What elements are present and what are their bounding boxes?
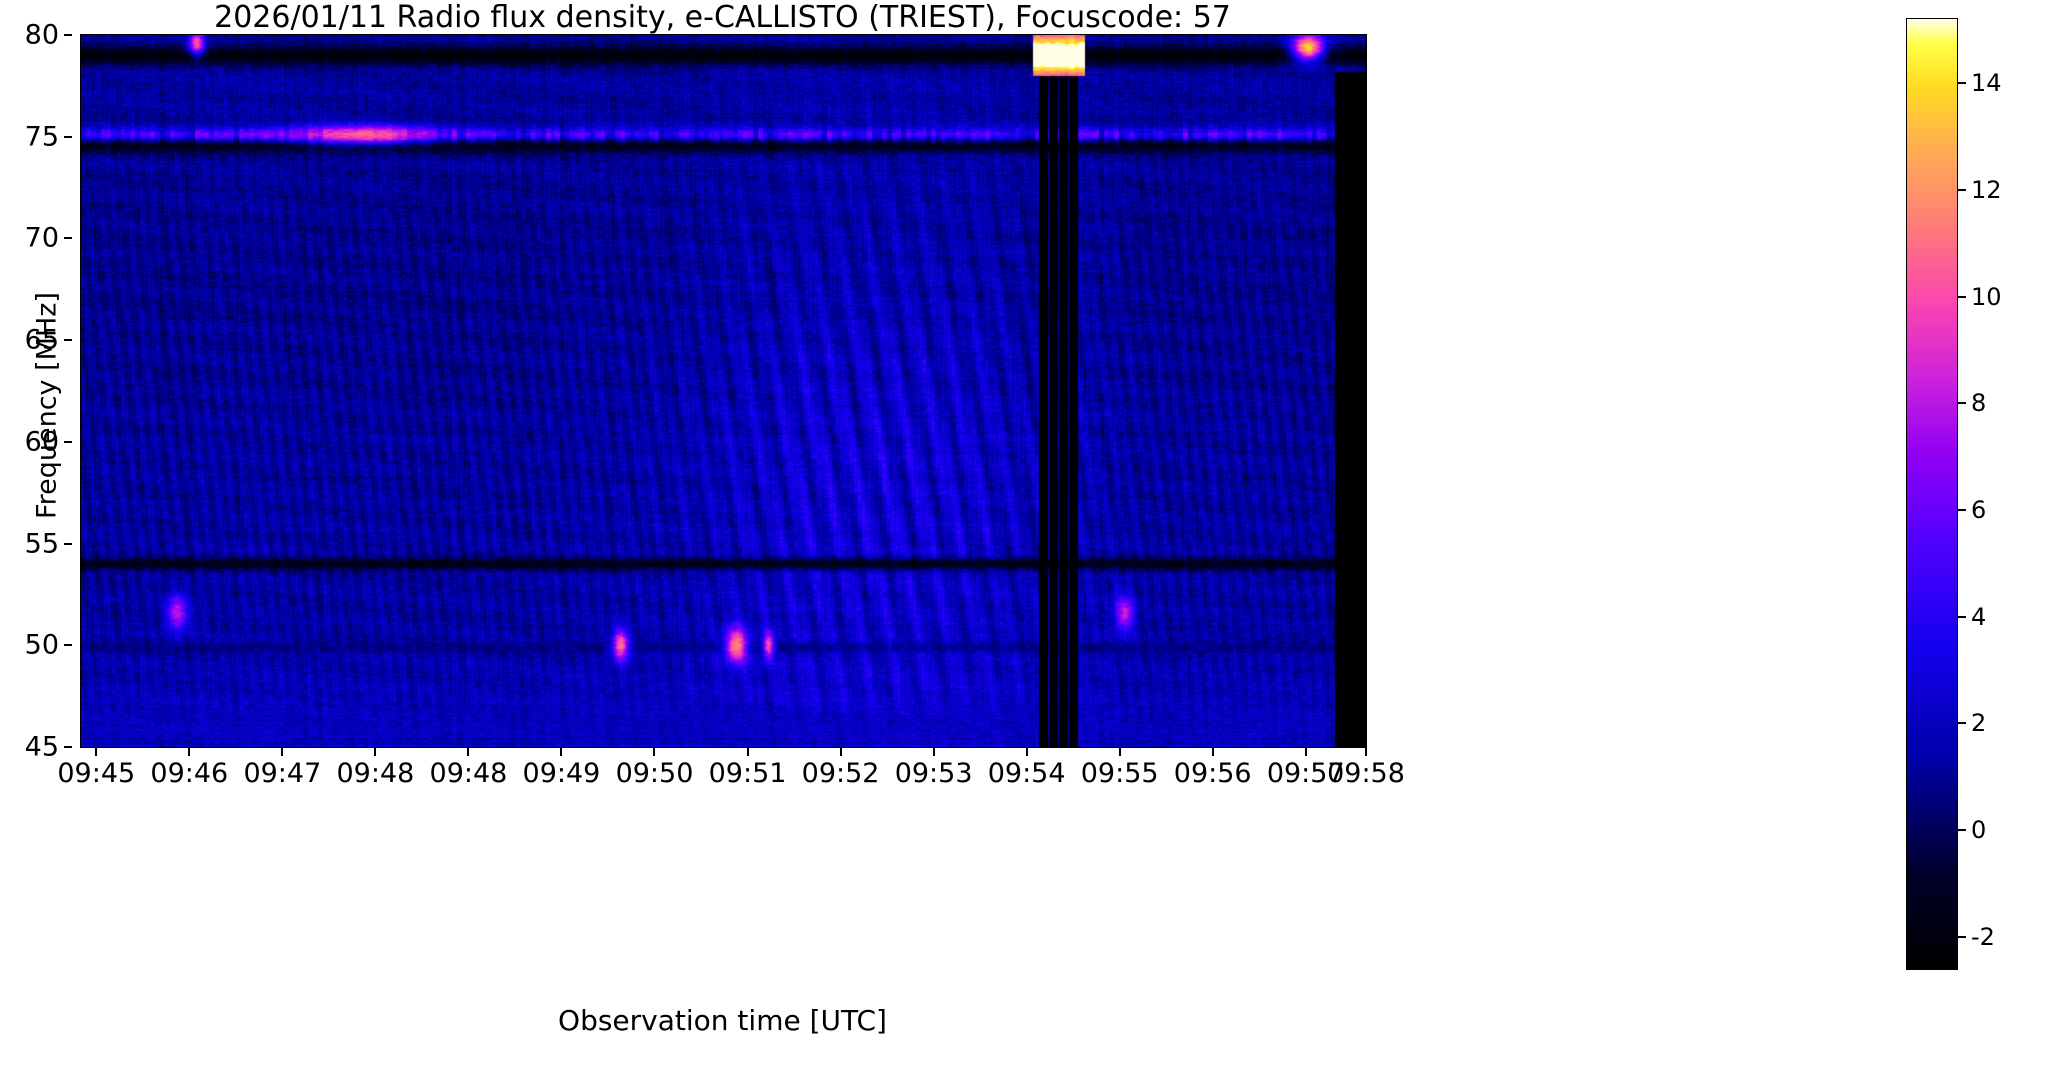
x-tick-mark [746,748,749,756]
spectrogram-axes [80,34,1367,748]
x-tick-label: 09:45 [57,758,136,789]
x-tick-mark [1304,748,1307,756]
y-tick-mark [64,135,72,138]
x-tick-label: 09:54 [987,758,1066,789]
colorbar-tick-mark [1958,615,1966,618]
x-tick-label: 09:58 [1327,758,1405,789]
x-tick-mark [1365,748,1367,756]
colorbar-tick-mark [1958,722,1966,725]
x-tick-mark [188,748,191,756]
x-tick-label: 09:52 [801,758,880,789]
x-tick-label: 09:53 [894,758,973,789]
x-tick-label: 09:57 [1266,758,1345,789]
x-tick-mark [1118,748,1121,756]
colorbar-tick-label: 4 [1971,602,1987,631]
page-title: 2026/01/11 Radio flux density, e-CALLIST… [214,0,1231,35]
colorbar-tick-mark [1958,295,1966,298]
y-tick-label: 55 [24,528,59,560]
x-tick-label: 09:48 [336,758,415,789]
colorbar-tick-mark [1958,509,1966,511]
y-tick-label: 50 [24,629,59,661]
y-tick-mark [64,440,72,443]
y-tick-label: 70 [24,222,59,254]
y-tick-label: 45 [24,731,59,763]
x-tick-mark [467,748,470,756]
spectrogram-heatmap [81,35,1366,747]
colorbar-tick-label: -2 [1971,922,1995,951]
colorbar-tick-label: 12 [1971,175,2002,204]
x-tick-mark [839,748,842,756]
x-tick-mark [1025,748,1028,756]
colorbar-tick-mark [1958,188,1966,191]
x-axis-ticks: 09:45 09:46 09:47 09:48 09:48 09:49 09:50 09:51… [57,748,1405,792]
colorbar [1906,18,1958,970]
y-tick-mark [64,644,72,647]
x-tick-label: 09:51 [708,758,787,789]
colorbar-tick-label: 6 [1971,496,1987,524]
x-tick-mark [95,748,98,756]
colorbar-tick-label: 0 [1971,816,1987,845]
y-tick-mark [64,237,72,240]
colorbar-tick-mark [1958,935,1966,938]
x-tick-mark [281,748,284,756]
colorbar-tick-mark [1958,829,1966,832]
x-tick-label: 09:46 [150,758,229,789]
y-tick-label: 60 [24,426,59,458]
y-axis-label: Frequency [MHz] [31,292,63,519]
colorbar-tick-label: 2 [1971,709,1987,738]
x-tick-label: 09:50 [615,758,694,789]
x-tick-label: 09:49 [522,758,601,789]
x-tick-mark [374,748,377,756]
x-tick-label: 09:55 [1080,758,1159,789]
y-tick-label: 80 [24,19,59,51]
y-tick-label: 75 [24,121,59,153]
x-tick-mark [932,748,935,756]
y-tick-mark [64,339,72,342]
colorbar-tick-label: 8 [1971,389,1987,418]
colorbar-tick-label: 14 [1971,69,2002,98]
colorbar-ticks: 14 12 10 8 6 4 2 0 -2 [1956,18,2016,970]
y-tick-label: 65 [24,324,59,356]
x-tick-mark [653,748,656,756]
colorbar-tick-mark [1958,402,1966,405]
colorbar-gradient [1907,19,1957,969]
colorbar-tick-mark [1958,82,1966,85]
y-tick-mark [64,746,72,748]
x-tick-label: 09:56 [1173,758,1252,789]
x-tick-label: 09:48 [429,758,508,789]
x-axis-label: Observation time [UTC] [558,1004,887,1037]
y-tick-mark [64,34,72,36]
x-tick-mark [1211,748,1214,756]
x-tick-label: 09:47 [243,758,322,789]
x-tick-mark [560,748,563,756]
y-tick-mark [64,542,72,545]
y-axis-ticks: 80 75 70 65 60 55 50 45 [0,22,72,761]
colorbar-tick-label: 10 [1971,282,2002,311]
